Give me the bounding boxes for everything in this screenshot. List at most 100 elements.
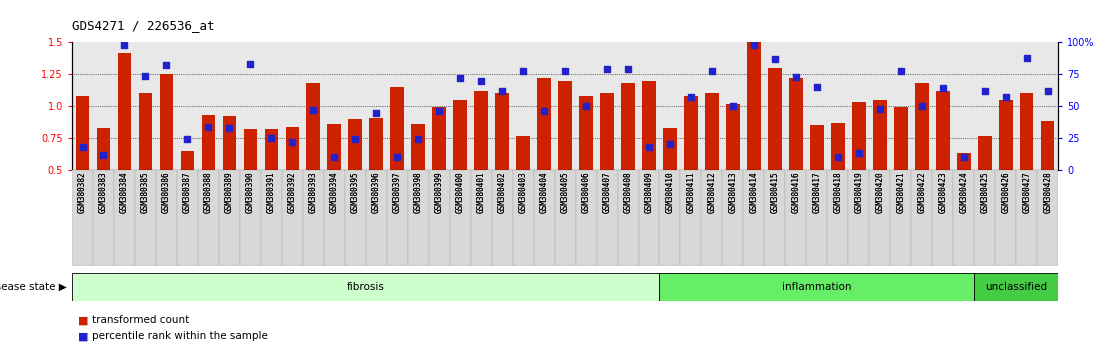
Text: GSM380403: GSM380403 <box>519 172 527 213</box>
Bar <box>638 170 659 266</box>
Point <box>829 154 847 160</box>
Bar <box>722 170 743 266</box>
Point <box>766 56 783 62</box>
Text: GSM380426: GSM380426 <box>1002 172 1010 213</box>
Bar <box>495 93 509 170</box>
Text: GSM380407: GSM380407 <box>603 172 612 213</box>
Text: GSM380425: GSM380425 <box>981 172 989 213</box>
Text: GSM380427: GSM380427 <box>1023 172 1032 213</box>
Bar <box>601 93 614 170</box>
Point <box>451 75 469 81</box>
Bar <box>181 151 194 170</box>
Point <box>514 68 532 73</box>
Bar <box>659 170 680 266</box>
Point <box>704 68 721 73</box>
Text: GSM380409: GSM380409 <box>645 172 654 213</box>
Text: GSM380407: GSM380407 <box>603 172 612 213</box>
Bar <box>93 170 114 266</box>
Text: GSM380385: GSM380385 <box>141 172 150 213</box>
Text: GSM380427: GSM380427 <box>1023 172 1032 213</box>
Text: ■: ■ <box>78 315 88 325</box>
Text: GSM380406: GSM380406 <box>582 172 591 213</box>
Text: GSM380417: GSM380417 <box>812 172 821 213</box>
Bar <box>198 170 219 266</box>
Bar <box>894 108 907 170</box>
Text: GSM380389: GSM380389 <box>225 172 234 213</box>
Bar <box>957 153 971 170</box>
Bar <box>96 128 111 170</box>
Bar <box>328 124 341 170</box>
Point <box>347 137 365 142</box>
Bar <box>807 170 828 266</box>
Bar <box>558 81 572 170</box>
Text: GSM380396: GSM380396 <box>372 172 381 213</box>
Bar <box>831 123 844 170</box>
Point <box>73 144 91 150</box>
Text: GSM380392: GSM380392 <box>288 172 297 213</box>
Bar <box>852 102 865 170</box>
Bar <box>302 170 324 266</box>
Bar <box>891 170 911 266</box>
Text: GSM380404: GSM380404 <box>540 172 548 213</box>
Bar <box>160 74 173 170</box>
Bar <box>450 170 471 266</box>
Point <box>368 110 386 115</box>
Point <box>892 68 910 73</box>
Point <box>136 73 154 79</box>
Point <box>850 150 868 156</box>
Bar <box>324 170 345 266</box>
Bar <box>453 100 466 170</box>
Text: GSM380428: GSM380428 <box>1043 172 1053 213</box>
Bar <box>244 129 257 170</box>
Text: fibrosis: fibrosis <box>347 282 384 292</box>
Text: GSM380423: GSM380423 <box>938 172 947 213</box>
Bar <box>223 116 236 170</box>
Text: GSM380416: GSM380416 <box>791 172 800 213</box>
Bar <box>765 170 786 266</box>
Text: GSM380418: GSM380418 <box>833 172 842 213</box>
Text: GSM380388: GSM380388 <box>204 172 213 213</box>
Text: GSM380410: GSM380410 <box>666 172 675 213</box>
Bar <box>974 273 1058 301</box>
Bar <box>849 170 870 266</box>
Text: GSM380410: GSM380410 <box>666 172 675 213</box>
Text: GSM380387: GSM380387 <box>183 172 192 213</box>
Text: GSM380384: GSM380384 <box>120 172 129 213</box>
Text: GSM380426: GSM380426 <box>1002 172 1010 213</box>
Bar <box>932 170 953 266</box>
Text: GSM380395: GSM380395 <box>351 172 360 213</box>
Text: GSM380415: GSM380415 <box>770 172 779 213</box>
Bar <box>726 104 740 170</box>
Bar <box>664 128 677 170</box>
Bar <box>659 273 974 301</box>
Text: GSM380424: GSM380424 <box>960 172 968 213</box>
Bar <box>265 129 278 170</box>
Bar <box>575 170 596 266</box>
Text: GSM380392: GSM380392 <box>288 172 297 213</box>
Text: GSM380394: GSM380394 <box>330 172 339 213</box>
Point <box>199 124 217 130</box>
Point <box>661 142 679 147</box>
Bar <box>471 170 492 266</box>
Text: GSM380391: GSM380391 <box>267 172 276 213</box>
Text: GSM380402: GSM380402 <box>497 172 506 213</box>
Bar <box>348 119 362 170</box>
Text: GSM380422: GSM380422 <box>917 172 926 213</box>
Text: GSM380395: GSM380395 <box>351 172 360 213</box>
Point <box>745 42 762 48</box>
Point <box>242 61 259 67</box>
Text: unclassified: unclassified <box>985 282 1047 292</box>
Text: GSM380421: GSM380421 <box>896 172 905 213</box>
Bar <box>369 118 383 170</box>
Point <box>220 125 238 131</box>
Point <box>955 154 973 160</box>
Point <box>1039 88 1057 94</box>
Point <box>305 107 322 113</box>
Point <box>598 67 616 72</box>
Bar <box>1019 93 1034 170</box>
Text: GSM380385: GSM380385 <box>141 172 150 213</box>
Bar <box>534 170 555 266</box>
Text: GSM380382: GSM380382 <box>78 172 88 213</box>
Point <box>284 139 301 145</box>
Bar <box>974 170 995 266</box>
